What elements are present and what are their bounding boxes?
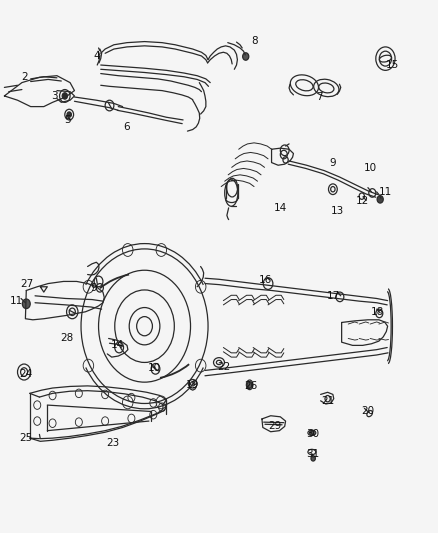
Circle shape [247, 382, 252, 388]
Text: 11: 11 [379, 187, 392, 197]
Text: 21: 21 [321, 396, 334, 406]
Text: 9: 9 [91, 283, 98, 293]
Circle shape [67, 112, 71, 117]
Text: 31: 31 [307, 449, 320, 459]
Circle shape [243, 53, 249, 60]
Text: 3: 3 [51, 91, 58, 101]
Text: 25: 25 [19, 433, 32, 443]
Text: 9: 9 [329, 158, 336, 167]
Text: 23: 23 [106, 439, 120, 448]
Text: 16: 16 [258, 275, 272, 285]
Text: 6: 6 [124, 122, 131, 132]
Text: 14: 14 [274, 203, 287, 213]
Text: 29: 29 [268, 422, 282, 431]
Text: 28: 28 [60, 334, 73, 343]
Text: 30: 30 [307, 430, 320, 439]
Text: 7: 7 [316, 92, 323, 102]
Text: 20: 20 [361, 407, 374, 416]
Text: 26: 26 [244, 382, 257, 391]
Circle shape [310, 430, 314, 435]
Circle shape [311, 456, 315, 461]
Text: 10: 10 [148, 363, 161, 373]
Circle shape [22, 299, 30, 309]
Text: 13: 13 [331, 206, 344, 215]
Text: 2: 2 [21, 72, 28, 82]
Text: 19: 19 [186, 380, 199, 390]
Text: 18: 18 [371, 307, 384, 317]
Text: 27: 27 [21, 279, 34, 288]
Text: 11: 11 [10, 296, 23, 306]
Text: 22: 22 [217, 362, 230, 372]
Text: 12: 12 [356, 197, 369, 206]
Text: 17: 17 [327, 291, 340, 301]
Text: 24: 24 [19, 369, 32, 379]
Text: 15: 15 [385, 60, 399, 70]
Text: 14: 14 [111, 341, 124, 350]
Text: 4: 4 [93, 51, 100, 61]
Text: 5: 5 [64, 115, 71, 125]
Circle shape [62, 93, 67, 99]
Text: 10: 10 [364, 163, 377, 173]
Circle shape [377, 196, 383, 203]
Text: 8: 8 [251, 36, 258, 45]
